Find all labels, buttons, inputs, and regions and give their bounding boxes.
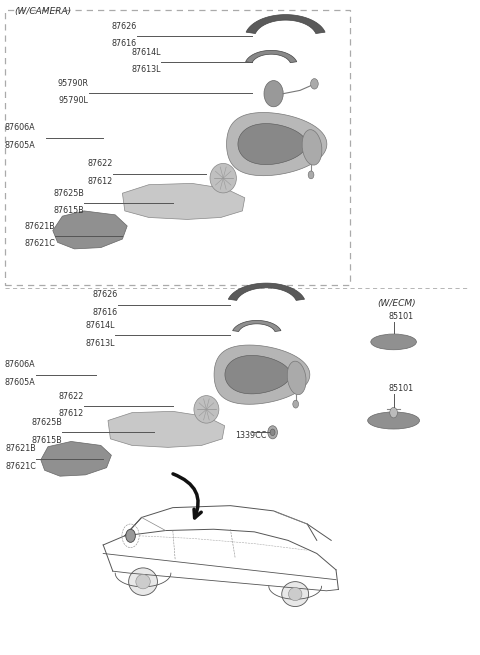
Circle shape xyxy=(264,81,283,107)
Circle shape xyxy=(126,529,135,542)
Text: 87612: 87612 xyxy=(59,409,84,419)
Ellipse shape xyxy=(129,568,157,595)
Text: 87622: 87622 xyxy=(87,159,113,168)
Polygon shape xyxy=(227,113,327,176)
Circle shape xyxy=(311,79,318,89)
Circle shape xyxy=(293,400,299,408)
Text: 87616: 87616 xyxy=(93,308,118,317)
Text: 87612: 87612 xyxy=(87,177,113,186)
Polygon shape xyxy=(246,50,297,63)
Circle shape xyxy=(270,429,275,436)
Text: 87615B: 87615B xyxy=(53,206,84,215)
Ellipse shape xyxy=(302,130,322,165)
Text: 87606A: 87606A xyxy=(5,123,36,132)
Text: 87613L: 87613L xyxy=(132,66,161,75)
Ellipse shape xyxy=(194,396,219,423)
FancyArrowPatch shape xyxy=(173,474,201,518)
Text: 95790R: 95790R xyxy=(58,79,89,88)
Polygon shape xyxy=(225,356,290,394)
Text: 87621C: 87621C xyxy=(5,462,36,471)
Ellipse shape xyxy=(136,574,150,589)
Circle shape xyxy=(268,426,277,439)
Text: (W/ECM): (W/ECM) xyxy=(377,299,415,308)
Circle shape xyxy=(390,407,397,418)
Text: 87614L: 87614L xyxy=(132,48,161,57)
Text: 95790L: 95790L xyxy=(59,96,89,105)
Text: 87616: 87616 xyxy=(112,39,137,48)
Ellipse shape xyxy=(210,164,236,193)
Text: (W/CAMERA): (W/CAMERA) xyxy=(14,7,72,16)
Text: 87621C: 87621C xyxy=(24,239,55,248)
Polygon shape xyxy=(238,124,307,164)
Ellipse shape xyxy=(371,334,416,350)
Text: 87621B: 87621B xyxy=(5,444,36,453)
Text: 87625B: 87625B xyxy=(32,418,62,427)
Text: 87625B: 87625B xyxy=(53,189,84,198)
Text: 85101: 85101 xyxy=(389,312,414,321)
Polygon shape xyxy=(246,14,325,33)
Ellipse shape xyxy=(282,582,309,607)
Circle shape xyxy=(308,171,314,179)
Text: 87626: 87626 xyxy=(111,22,137,31)
Text: 87615B: 87615B xyxy=(32,436,62,445)
Text: 87621B: 87621B xyxy=(24,221,55,231)
Ellipse shape xyxy=(287,361,306,395)
Text: 87605A: 87605A xyxy=(5,378,36,387)
Ellipse shape xyxy=(288,588,302,601)
Text: 1339CC: 1339CC xyxy=(235,431,266,440)
Text: 85101: 85101 xyxy=(389,384,414,393)
Polygon shape xyxy=(233,320,281,331)
Text: 87622: 87622 xyxy=(59,392,84,401)
Polygon shape xyxy=(108,411,225,447)
Polygon shape xyxy=(214,345,310,404)
Text: 87605A: 87605A xyxy=(5,141,36,150)
Text: 87613L: 87613L xyxy=(86,339,115,348)
Polygon shape xyxy=(41,441,111,476)
Text: 87606A: 87606A xyxy=(5,360,36,369)
Text: 87626: 87626 xyxy=(92,290,118,299)
Polygon shape xyxy=(53,211,127,249)
Ellipse shape xyxy=(368,412,420,429)
Polygon shape xyxy=(122,183,245,219)
Polygon shape xyxy=(228,283,304,301)
Text: 87614L: 87614L xyxy=(86,321,115,330)
